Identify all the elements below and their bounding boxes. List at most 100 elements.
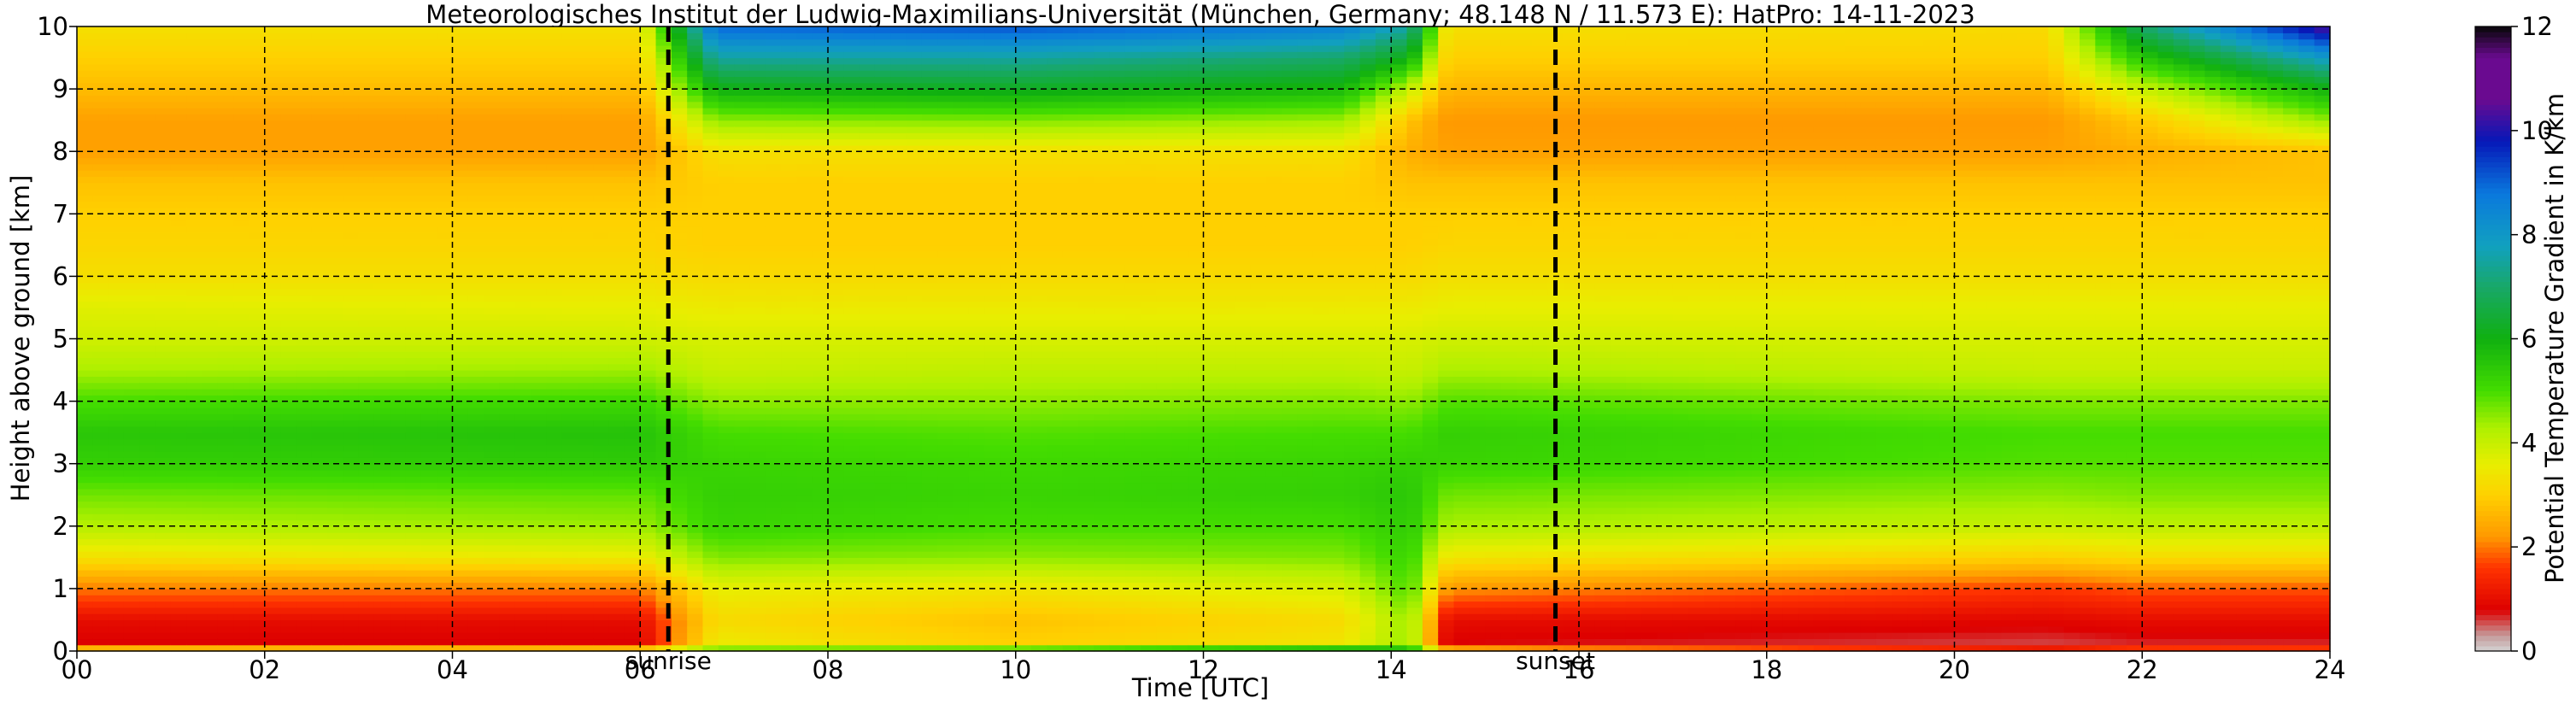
- heatmap-cell: [420, 214, 437, 221]
- heatmap-cell: [437, 195, 454, 202]
- heatmap-cell: [186, 395, 203, 402]
- heatmap-cell: [655, 232, 672, 240]
- heatmap-cell: [608, 144, 625, 152]
- heatmap-cell: [139, 470, 156, 477]
- heatmap-cell: [358, 226, 375, 233]
- heatmap-cell: [108, 544, 125, 552]
- heatmap-cell: [311, 644, 328, 652]
- heatmap-cell: [796, 457, 813, 465]
- heatmap-cell: [311, 257, 328, 265]
- heatmap-cell: [264, 619, 281, 627]
- heatmap-cell: [531, 595, 547, 602]
- heatmap-cell: [828, 401, 844, 408]
- heatmap-cell: [578, 476, 594, 484]
- heatmap-cell: [702, 176, 719, 184]
- heatmap-cell: [92, 457, 109, 465]
- heatmap-cell: [765, 519, 782, 527]
- heatmap-cell: [718, 395, 735, 402]
- heatmap-cell: [531, 289, 547, 296]
- heatmap-cell: [812, 482, 829, 490]
- heatmap-cell: [249, 588, 266, 595]
- heatmap-cell: [749, 532, 766, 540]
- heatmap-cell: [578, 344, 594, 352]
- heatmap-cell: [233, 132, 250, 140]
- heatmap-cell: [437, 438, 454, 446]
- heatmap-cell: [484, 63, 501, 71]
- heatmap-cell: [687, 270, 704, 277]
- heatmap-cell: [202, 419, 219, 427]
- heatmap-cell: [718, 32, 735, 40]
- heatmap-cell: [593, 207, 610, 214]
- heatmap-cell: [828, 595, 844, 602]
- heatmap-cell: [812, 108, 829, 114]
- heatmap-cell: [734, 207, 751, 214]
- heatmap-cell: [390, 257, 407, 265]
- heatmap-cell: [390, 289, 407, 296]
- heatmap-cell: [217, 263, 234, 271]
- heatmap-cell: [311, 495, 328, 502]
- heatmap-cell: [514, 226, 531, 233]
- heatmap-cell: [343, 513, 360, 521]
- heatmap-cell: [202, 463, 219, 471]
- heatmap-cell: [296, 532, 313, 540]
- heatmap-cell: [781, 307, 797, 314]
- heatmap-cell: [687, 251, 704, 259]
- heatmap-cell: [608, 532, 625, 540]
- heatmap-cell: [92, 519, 109, 527]
- heatmap-cell: [343, 144, 360, 152]
- heatmap-cell: [499, 619, 516, 627]
- heatmap-cell: [373, 601, 390, 608]
- heatmap-cell: [749, 414, 766, 421]
- heatmap-cell: [531, 108, 547, 114]
- heatmap-cell: [92, 163, 109, 171]
- heatmap-cell: [77, 501, 93, 508]
- heatmap-cell: [843, 226, 860, 233]
- heatmap-cell: [202, 132, 219, 140]
- heatmap-cell: [358, 132, 375, 140]
- heatmap-cell: [77, 370, 93, 377]
- heatmap-cell: [640, 444, 657, 452]
- heatmap-cell: [593, 214, 610, 221]
- heatmap-cell: [828, 425, 844, 433]
- heatmap-cell: [484, 326, 501, 333]
- heatmap-cell: [843, 238, 860, 246]
- heatmap-cell: [671, 644, 688, 652]
- heatmap-cell: [264, 407, 281, 414]
- heatmap-cell: [561, 601, 578, 608]
- heatmap-cell: [671, 513, 688, 521]
- heatmap-cell: [624, 176, 641, 184]
- heatmap-cell: [640, 507, 657, 514]
- heatmap-cell: [217, 382, 234, 390]
- heatmap-cell: [531, 257, 547, 265]
- heatmap-cell: [390, 519, 407, 527]
- heatmap-cell: [264, 126, 281, 133]
- heatmap-cell: [578, 201, 594, 208]
- heatmap-cell: [514, 32, 531, 40]
- heatmap-cell: [843, 638, 860, 646]
- heatmap-cell: [561, 70, 578, 78]
- heatmap-cell: [561, 470, 578, 477]
- heatmap-cell: [702, 544, 719, 552]
- heatmap-cell: [233, 495, 250, 502]
- heatmap-cell: [420, 395, 437, 402]
- heatmap-cell: [608, 201, 625, 208]
- heatmap-cell: [467, 120, 484, 127]
- heatmap-cell: [593, 182, 610, 190]
- heatmap-cell: [420, 301, 437, 308]
- heatmap-cell: [405, 51, 422, 59]
- heatmap-cell: [405, 207, 422, 214]
- heatmap-cell: [546, 326, 563, 333]
- heatmap-cell: [546, 76, 563, 84]
- heatmap-cell: [217, 532, 234, 540]
- heatmap-cell: [687, 201, 704, 208]
- heatmap-cell: [828, 151, 844, 159]
- heatmap-cell: [812, 289, 829, 296]
- heatmap-cell: [828, 189, 844, 196]
- heatmap-cell: [77, 344, 93, 352]
- heatmap-cell: [186, 82, 203, 90]
- heatmap-cell: [405, 89, 422, 97]
- heatmap-cell: [671, 538, 688, 546]
- heatmap-cell: [123, 270, 140, 277]
- heatmap-cell: [531, 613, 547, 621]
- heatmap-cell: [202, 263, 219, 271]
